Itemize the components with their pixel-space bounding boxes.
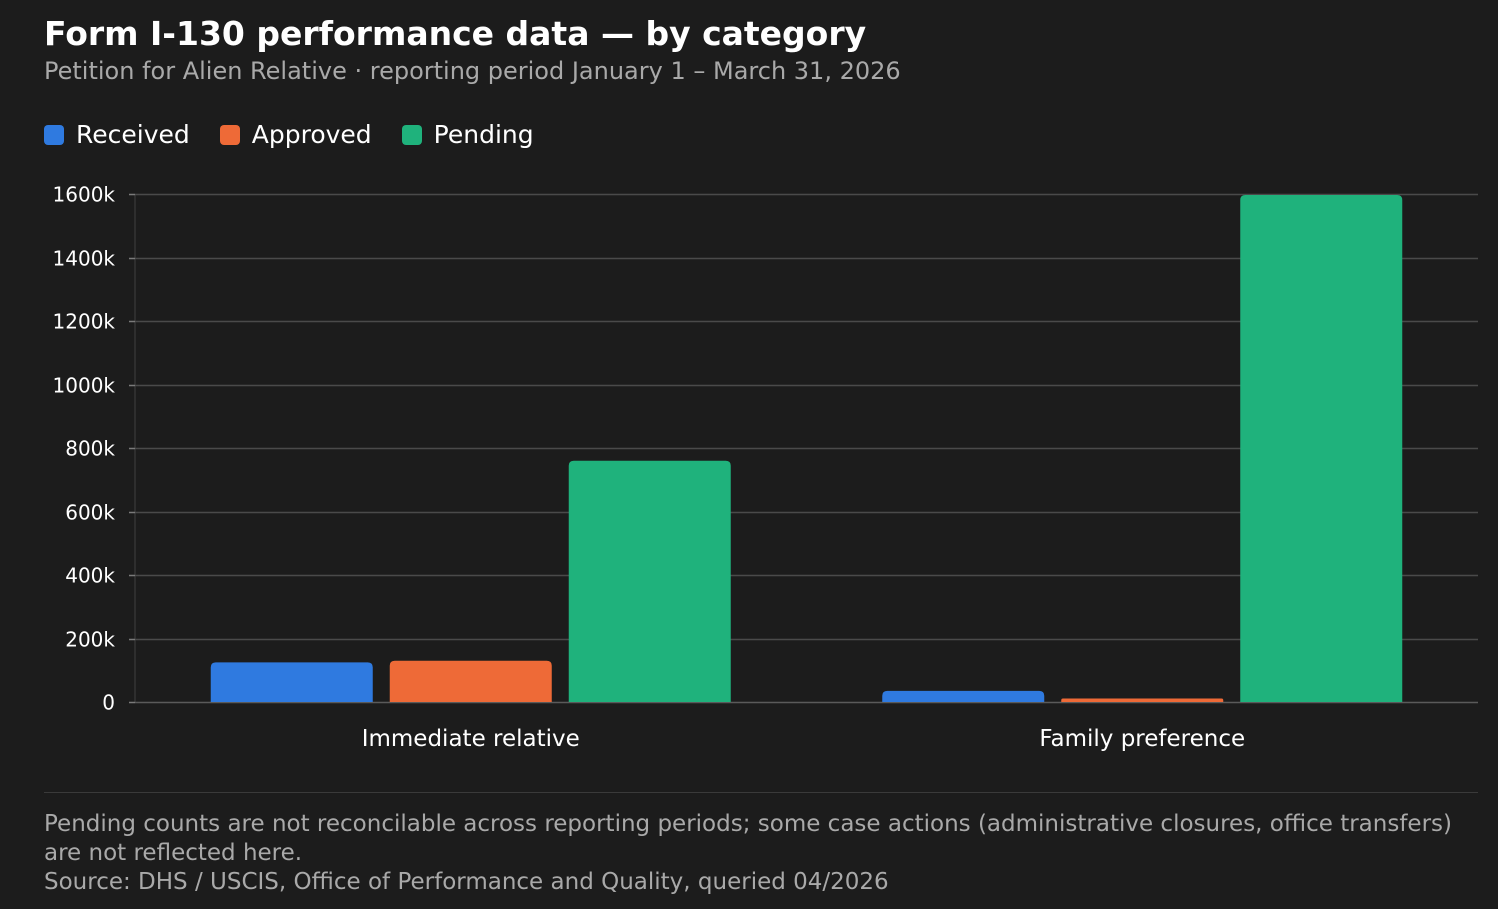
legend-label-received: Received [76,120,190,149]
chart-footer: Pending counts are not reconcilable acro… [44,810,1484,897]
x-category-label: Immediate relative [362,726,580,752]
source-note: Source: DHS / USCIS, Office of Performan… [44,869,889,895]
legend-swatch-approved [219,124,240,145]
y-tick-label: 800k [65,437,115,461]
bar-received [210,662,373,702]
legend-swatch-pending [401,124,422,145]
bar-approved [1061,698,1224,702]
y-tick-label: 400k [65,564,115,588]
legend-label-approved: Approved [251,120,372,149]
y-tick-label: 600k [65,501,115,525]
y-tick-label: 1200k [53,310,116,334]
chart-legend: Received Approved Pending [44,120,564,149]
y-tick-label: 200k [65,628,115,652]
bar-pending [568,460,731,702]
bar-pending [1240,194,1403,702]
y-tick-label: 1400k [53,247,116,271]
bar-received [882,690,1045,702]
chart-title: Form I-130 performance data — by categor… [44,14,867,53]
legend-label-pending: Pending [433,120,534,149]
bar-approved [389,660,552,702]
legend-item-received: Received [44,120,190,149]
legend-swatch-received [44,124,64,145]
legend-item-pending: Pending [401,120,534,149]
y-tick-label: 0 [102,691,115,715]
y-tick-label: 1000k [53,374,116,398]
x-category-label: Family preference [1039,726,1245,752]
footnote: Pending counts are not reconcilable acro… [44,811,1452,866]
legend-item-approved: Approved [219,120,372,149]
y-tick-label: 1600k [53,183,116,207]
bar-chart: 0 200k 400k 600k 800k 1000k 1200k 1400k 1600k Imm… [53,183,1478,752]
chart-subtitle: Petition for Alien Relative · reporting … [44,57,901,85]
footer-divider [44,792,1478,793]
